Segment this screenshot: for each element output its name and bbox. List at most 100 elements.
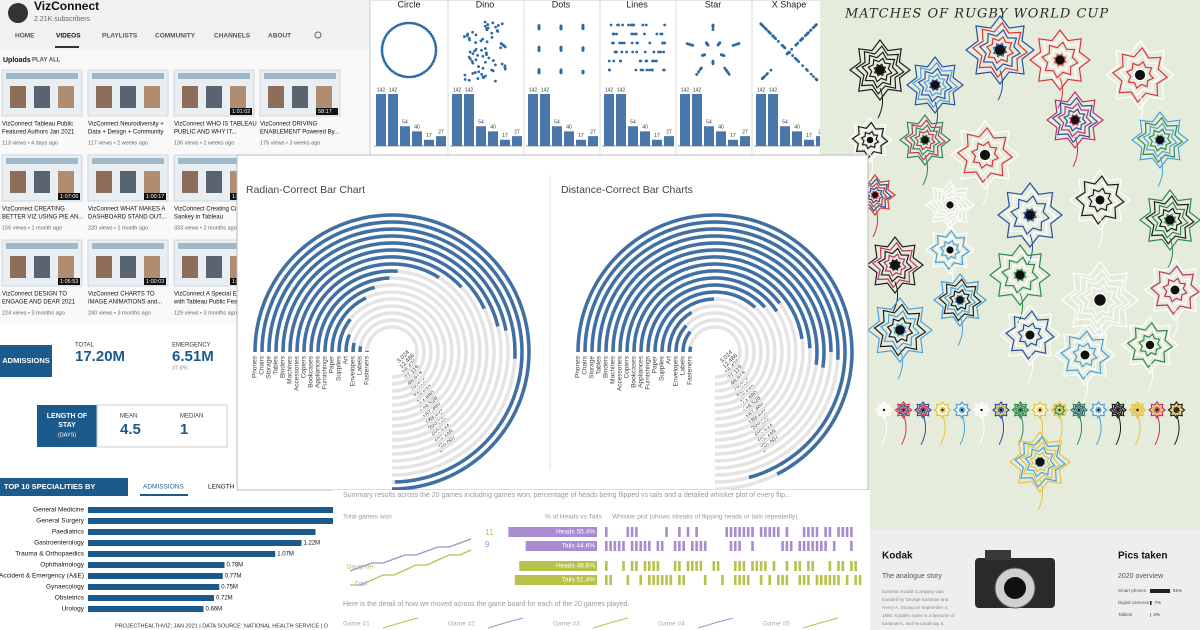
whisker-stripe xyxy=(785,527,789,537)
bar-arc xyxy=(681,330,692,353)
flower-ring xyxy=(925,180,975,230)
channel-tab[interactable]: PLAYLISTS xyxy=(102,33,138,40)
channel-tab[interactable]: COMMUNITY xyxy=(155,33,196,40)
scatter-dot xyxy=(481,37,485,41)
whisker-stripe xyxy=(660,575,664,585)
thumb-face xyxy=(58,256,74,278)
whisker-stripe xyxy=(802,575,806,585)
scatter-dot xyxy=(537,48,541,52)
video-title[interactable]: with Tableau Public Feat... xyxy=(173,300,244,306)
scatter-dot xyxy=(390,69,394,73)
scatter-dot xyxy=(483,47,487,50)
video-title[interactable]: VizConnect CHARTS TO xyxy=(88,292,155,298)
thumb-banner xyxy=(6,73,78,79)
flower-center xyxy=(1170,285,1180,295)
scatter-dot xyxy=(408,75,412,79)
video-title[interactable]: ENGAGE AND DEAR 2021 xyxy=(2,300,76,306)
channel-tab[interactable]: ABOUT xyxy=(268,33,291,40)
video-title[interactable]: BETTER VIZ USING PIE AN... xyxy=(2,215,84,221)
game-line xyxy=(592,617,629,629)
flower-ring xyxy=(923,73,947,97)
section-title: Pics taken xyxy=(1118,551,1167,562)
scatter-dot xyxy=(635,41,639,45)
whisker-stripe xyxy=(755,561,759,571)
whisker-stripe xyxy=(686,527,690,537)
whisker-stripe xyxy=(721,575,724,585)
whisker-stripe xyxy=(648,575,651,585)
flower-ring xyxy=(953,400,971,420)
scatter-dot xyxy=(431,36,435,40)
flower-ring xyxy=(1053,403,1066,417)
category-label: Labels xyxy=(680,355,687,375)
bar xyxy=(604,94,614,146)
scatter-dot xyxy=(418,23,422,27)
scatter-dot xyxy=(477,70,481,74)
flower-ring xyxy=(958,406,966,414)
scatter-dot xyxy=(620,50,624,54)
thumb-face xyxy=(96,86,112,108)
coin-panel xyxy=(333,490,870,630)
whisker-stripe xyxy=(828,575,832,585)
scatter-dot xyxy=(483,20,487,24)
bar xyxy=(88,606,204,612)
bar-value-label: 27 xyxy=(590,129,596,135)
video-title[interactable]: VizConnect WHAT MAKES A xyxy=(88,207,165,213)
bar-value-label: 54 xyxy=(478,120,484,126)
bar xyxy=(804,139,814,146)
video-title[interactable]: ENABLEMENT Powered By... xyxy=(260,130,339,136)
bar xyxy=(388,94,398,146)
flower-center xyxy=(1136,408,1139,412)
video-title[interactable]: PUBLIC AND WHY IT... xyxy=(174,130,237,136)
youtube-header xyxy=(0,0,372,50)
channel-tab[interactable]: HOME xyxy=(15,33,35,40)
flower-ring xyxy=(1093,193,1107,207)
video-title[interactable]: VizConnect Creating Circular xyxy=(174,207,251,213)
flower-ring xyxy=(1068,268,1132,332)
video-title[interactable]: IMAGE ANIMATIONS and... xyxy=(88,300,163,306)
flower-stem xyxy=(892,281,899,313)
video-title[interactable]: Featured Authors Jan 2021 xyxy=(2,130,75,136)
whisker-stripe xyxy=(635,561,638,571)
duration-badge xyxy=(58,278,80,285)
flower-ring xyxy=(977,406,986,414)
scatter-dot xyxy=(776,39,780,43)
flower-ring xyxy=(1091,291,1109,309)
video-title[interactable]: VizConnect CREATING xyxy=(2,207,65,213)
flower-ring xyxy=(971,21,1029,79)
metric-tab[interactable]: ADMISSIONS xyxy=(143,484,184,491)
scatter-dot xyxy=(635,50,639,54)
shape-name: Dino xyxy=(476,0,495,9)
body-line: Henry A. Strong on September 4, xyxy=(882,605,948,610)
scatter-dot xyxy=(480,48,483,52)
thumb-face xyxy=(182,171,198,193)
video-title[interactable]: Data + Design + Community xyxy=(88,130,163,136)
flower-ring xyxy=(938,278,982,322)
scatter-dot xyxy=(481,66,485,70)
channel-tab[interactable]: VIDEOS xyxy=(56,33,81,40)
metric-tab[interactable]: LENGTH xyxy=(208,484,235,491)
scatter-dot xyxy=(387,30,391,34)
scatter-dot xyxy=(408,21,412,25)
video-title[interactable]: VizConnect DRIVING xyxy=(260,122,318,128)
video-title[interactable]: VizConnect Neurodiversity + xyxy=(88,122,164,128)
scatter-dot xyxy=(491,69,495,73)
bar xyxy=(436,136,446,146)
video-title[interactable]: DASHBOARD STAND OUT... xyxy=(88,215,167,221)
play-all[interactable]: PLAY ALL xyxy=(32,58,61,64)
scatter-dot xyxy=(431,60,435,64)
bar xyxy=(88,551,276,557)
video-title[interactable]: VizConnect WHO IS TABLEAU xyxy=(174,122,257,128)
video-title[interactable]: Sankey in Tableau xyxy=(174,215,223,221)
scatter-dot xyxy=(392,26,396,29)
category-label: Binders xyxy=(603,355,610,378)
speciality-label: Accident & Emergency (A&E) xyxy=(0,573,84,580)
flower-center xyxy=(890,260,900,270)
flower-stem xyxy=(1072,136,1079,168)
video-title[interactable]: VizConnect Tableau Public xyxy=(2,122,73,128)
bar-arc xyxy=(604,241,826,368)
video-title[interactable]: VizConnect DESIGN TO xyxy=(2,292,67,298)
category-label: Supplies xyxy=(659,355,666,381)
channel-tab[interactable]: CHANNELS xyxy=(214,33,251,40)
scatter-dot xyxy=(406,21,410,25)
video-title[interactable]: VizConnect A Special Edi... xyxy=(174,292,247,298)
